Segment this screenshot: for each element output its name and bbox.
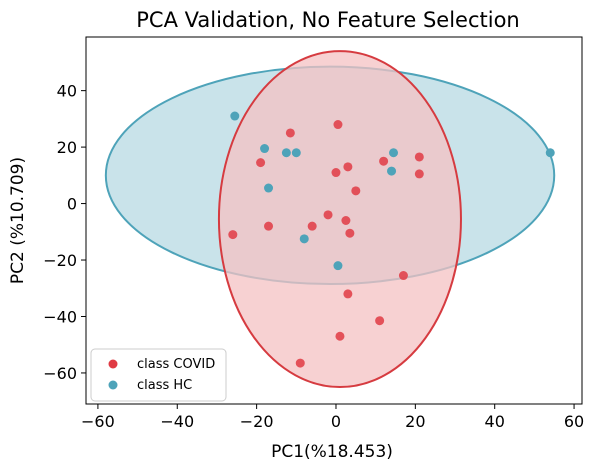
point-hc <box>333 261 343 271</box>
x-tick-label: 40 <box>485 412 505 431</box>
point-covid <box>323 210 333 220</box>
point-covid <box>343 162 353 172</box>
axes: −60 −40 −20 0 20 40 60 −60 −40 −20 0 20 40 <box>43 36 584 431</box>
point-covid <box>414 169 424 179</box>
legend: class COVID class HC <box>90 348 227 402</box>
point-covid <box>379 156 389 166</box>
legend-label-covid: class COVID <box>137 357 215 372</box>
point-covid <box>335 331 345 341</box>
point-covid <box>264 221 274 231</box>
y-axis-label: PC2 (%10.709) <box>8 157 28 284</box>
x-tick-label: −20 <box>240 412 274 431</box>
legend-box <box>90 348 227 402</box>
point-covid <box>414 152 424 162</box>
y-axis-ticks: −60 −40 −20 0 20 40 <box>43 82 86 383</box>
legend-label-hc: class HC <box>137 378 192 393</box>
point-covid <box>331 168 341 178</box>
x-tick-label: −60 <box>81 412 115 431</box>
confidence-ellipses <box>104 50 556 389</box>
y-tick-label: −60 <box>43 364 77 383</box>
x-axis-ticks: −60 −40 −20 0 20 40 60 <box>81 404 584 431</box>
point-hc <box>260 144 270 154</box>
y-tick-label: 40 <box>57 82 77 101</box>
x-tick-label: −40 <box>160 412 194 431</box>
legend-marker-covid <box>108 359 118 369</box>
point-covid <box>285 128 295 138</box>
point-covid <box>295 358 305 368</box>
point-covid <box>375 316 385 326</box>
point-covid <box>351 186 361 196</box>
x-tick-label: 20 <box>405 412 425 431</box>
point-covid <box>343 289 353 299</box>
point-hc <box>545 148 555 158</box>
point-hc <box>281 148 291 158</box>
x-tick-label: 0 <box>331 412 341 431</box>
point-covid <box>341 216 351 225</box>
point-hc <box>389 148 399 158</box>
point-covid <box>345 228 355 238</box>
chart-title: PCA Validation, No Feature Selection <box>136 8 519 32</box>
plot-frame <box>85 36 583 405</box>
point-covid <box>256 158 266 168</box>
point-hc <box>291 148 301 158</box>
legend-marker-hc <box>108 380 118 390</box>
x-tick-label: 60 <box>564 412 584 431</box>
y-tick-label: 20 <box>57 138 77 157</box>
point-covid <box>398 271 408 281</box>
scatter-points <box>228 111 555 368</box>
ellipse-covid <box>217 50 462 389</box>
point-covid <box>307 221 317 231</box>
point-hc <box>299 234 309 244</box>
point-covid <box>228 230 238 240</box>
point-hc <box>230 111 240 121</box>
point-hc <box>264 183 274 193</box>
y-tick-label: −20 <box>43 251 77 270</box>
point-hc <box>387 166 397 176</box>
point-covid <box>333 120 343 130</box>
x-axis-label: PC1(%18.453) <box>271 442 393 462</box>
y-tick-label: 0 <box>67 195 77 214</box>
y-tick-label: −40 <box>43 307 77 326</box>
